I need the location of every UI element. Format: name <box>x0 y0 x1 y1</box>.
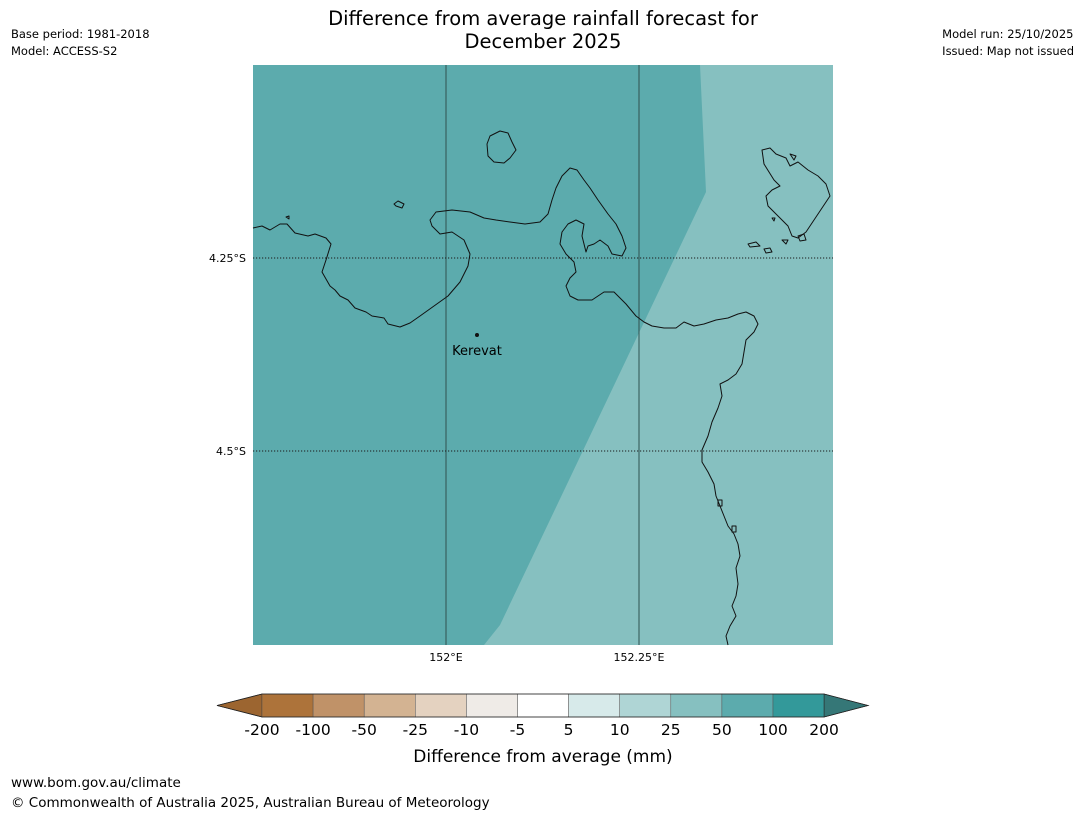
colorbar-outline <box>216 693 870 718</box>
coastline-main <box>252 167 759 646</box>
colorbar-segment-7 <box>568 693 620 718</box>
coastline-islet-west <box>393 200 405 209</box>
model-text: Model: ACCESS-S2 <box>11 44 118 58</box>
base-period-text: Base period: 1981-2018 <box>11 27 150 41</box>
colorbar-ticks: -200 -100 -50 -25 -10 -5 5 10 25 50 100 200 <box>244 721 838 739</box>
kerevat-label: Kerevat <box>452 344 502 359</box>
metadata-right: Model run: 25/10/2025 Issued: Map not is… <box>942 26 1074 60</box>
colorbar-tick-label: 25 <box>661 721 681 739</box>
colorbar-tick-label: -10 <box>454 721 479 739</box>
coastline-islet-east-2 <box>763 247 773 254</box>
colorbar-extend-low <box>216 693 263 718</box>
colorbar-extend-high <box>823 693 870 718</box>
colorbar-tick-label: 100 <box>758 721 788 739</box>
colorbar <box>216 693 870 718</box>
colorbar-segment-2 <box>312 693 365 718</box>
kerevat-marker <box>475 333 479 337</box>
map-panel: Kerevat 4.25°S 4.5°S 152°E 152.25°E <box>209 65 833 664</box>
coastline-island-north <box>486 130 517 164</box>
colorbar-tick-label: -50 <box>352 721 377 739</box>
map-title: Difference from average rainfall forecas… <box>243 7 843 53</box>
colorbar-segment-11 <box>772 693 825 718</box>
colorbar-tick-label: 50 <box>712 721 732 739</box>
colorbar-segment-8 <box>619 693 672 718</box>
colorbar-tick-label: -25 <box>403 721 428 739</box>
coastline-islet-east-3 <box>781 239 789 245</box>
title-line-2: December 2025 <box>464 30 622 53</box>
coastline-island-duke-of-york <box>761 147 831 239</box>
coastline-islet-east-5 <box>771 217 776 222</box>
model-run-text: Model run: 25/10/2025 <box>942 27 1074 41</box>
colorbar-tick-label: -100 <box>296 721 331 739</box>
colorbar-tick-label: 200 <box>809 721 839 739</box>
footer-copyright: © Commonwealth of Australia 2025, Austra… <box>11 795 490 811</box>
colorbar-tick-label: -200 <box>244 721 279 739</box>
colorbar-tick-label: -5 <box>510 721 525 739</box>
colorbar-segment-3 <box>363 693 416 718</box>
colorbar-segment-6 <box>517 693 569 718</box>
title-line-1: Difference from average rainfall forecas… <box>328 7 758 30</box>
lon-label-152-25: 152.25°E <box>614 651 665 664</box>
lat-label-4-25: 4.25°S <box>209 252 246 265</box>
coastline-islet-east-6 <box>789 153 797 161</box>
colorbar-tick-label: 10 <box>610 721 630 739</box>
footer-url: www.bom.gov.au/climate <box>11 775 181 791</box>
coastline-islet-south-1 <box>717 499 723 507</box>
lat-label-4-5: 4.5°S <box>216 445 246 458</box>
issued-text: Issued: Map not issued <box>942 44 1074 58</box>
metadata-left: Base period: 1981-2018 Model: ACCESS-S2 <box>11 26 150 60</box>
colorbar-segment-1 <box>261 693 314 718</box>
lon-label-152: 152°E <box>429 651 462 664</box>
colorbar-segment-4 <box>415 693 467 718</box>
rainfall-region-25-50 <box>484 65 833 645</box>
colorbar-title: Difference from average (mm) <box>413 747 672 767</box>
coastline-islet-east-1 <box>747 241 761 248</box>
coastline-islet-south-2 <box>731 525 737 533</box>
colorbar-segment-10 <box>721 693 774 718</box>
colorbar-segment-5 <box>466 693 518 718</box>
colorbar-segment-9 <box>670 693 723 718</box>
colorbar-tick-label: 5 <box>564 721 574 739</box>
coastline-islet-east-4 <box>797 233 807 242</box>
coastline-islet-small <box>285 215 290 220</box>
